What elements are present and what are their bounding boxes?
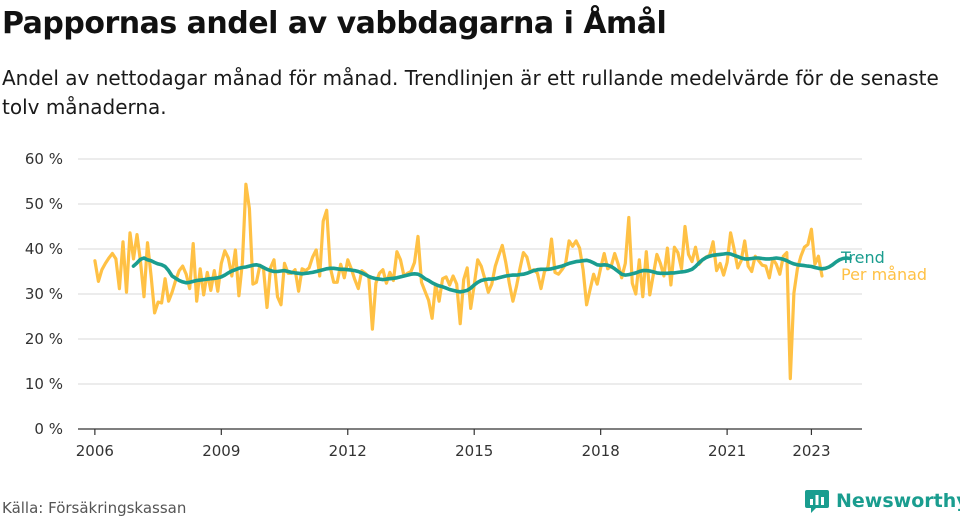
- y-tick-label: 60 %: [25, 150, 63, 168]
- x-tick-label: 2021: [708, 442, 746, 460]
- chart-title: Pappornas andel av vabbdagarna i Åmål: [2, 6, 667, 41]
- y-tick-label: 40 %: [25, 240, 63, 258]
- source-note: Källa: Försäkringskassan: [2, 499, 187, 517]
- x-tick-label: 2023: [792, 442, 830, 460]
- bar-chart-speech-bubble-icon: [805, 490, 829, 513]
- x-tick-label: 2006: [76, 442, 114, 460]
- x-axis-ticks: 2006 2009 2012 2015 2018 2021 2023: [76, 429, 831, 460]
- series-label-per-manad: Per månad: [841, 265, 927, 284]
- x-tick-label: 2012: [329, 442, 367, 460]
- series-line-per-manad: [93, 182, 824, 381]
- series-label-trend: Trend: [840, 248, 885, 267]
- brand-name: Newsworthy: [836, 490, 960, 512]
- brand-logo[interactable]: Newsworthy: [804, 488, 960, 514]
- x-tick-label: 2015: [455, 442, 493, 460]
- chart-subtitle: Andel av nettodagar månad för månad. Tre…: [2, 66, 939, 119]
- y-tick-label: 10 %: [25, 375, 63, 393]
- x-tick-label: 2018: [582, 442, 620, 460]
- y-tick-label: 50 %: [25, 195, 63, 213]
- y-tick-label: 20 %: [25, 330, 63, 348]
- x-tick-label: 2009: [202, 442, 240, 460]
- series-lines: [93, 182, 852, 381]
- y-axis-ticks: 0 % 10 % 20 % 30 % 40 % 50 % 60 %: [25, 150, 63, 438]
- series-line-trend: [131, 251, 852, 294]
- y-tick-label: 30 %: [25, 285, 63, 303]
- y-tick-label: 0 %: [34, 420, 63, 438]
